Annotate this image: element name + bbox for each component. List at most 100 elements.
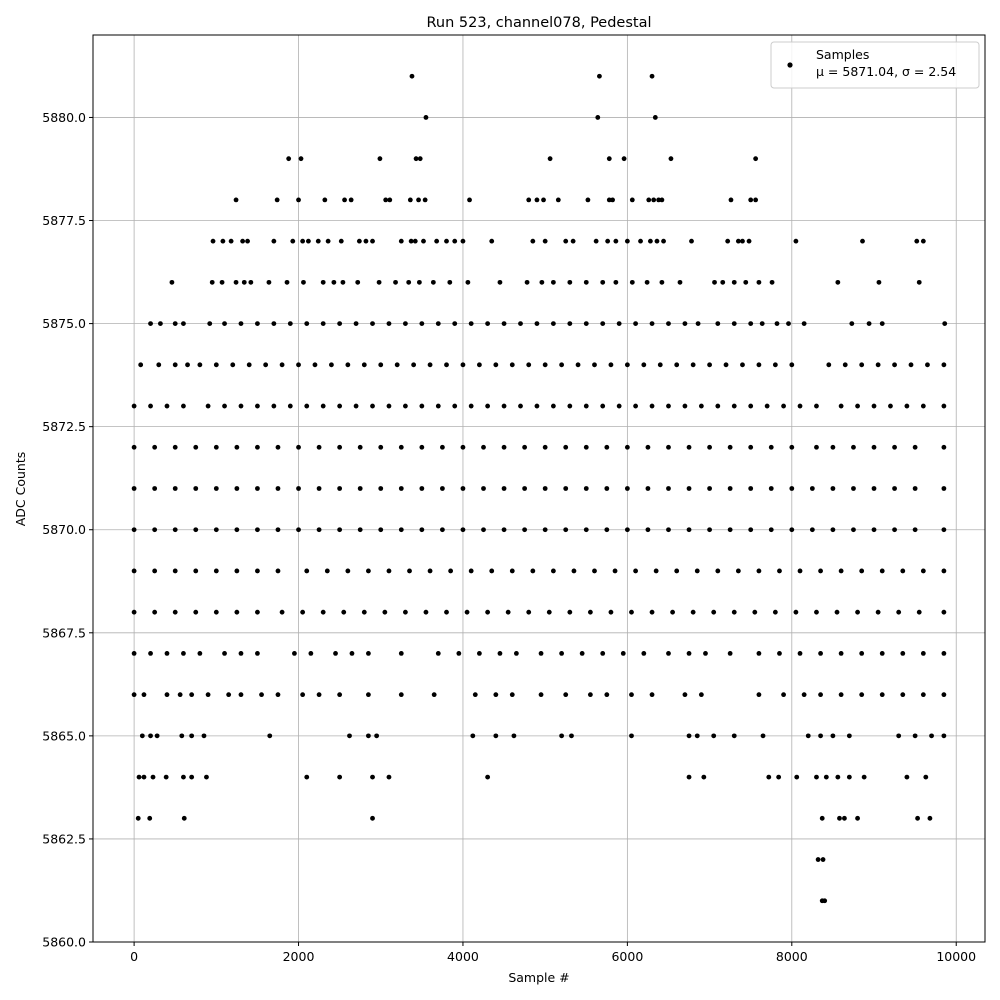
data-point	[686, 774, 692, 780]
data-point	[275, 527, 281, 533]
data-point	[686, 527, 692, 533]
data-point	[559, 651, 565, 656]
data-point	[559, 733, 565, 739]
data-point	[394, 362, 400, 368]
data-point	[383, 197, 389, 203]
data-point	[304, 568, 310, 574]
data-point	[493, 362, 499, 368]
data-point	[419, 444, 425, 450]
data-point	[756, 279, 762, 285]
data-point	[559, 362, 565, 368]
data-point	[296, 444, 301, 450]
data-point	[633, 568, 638, 574]
data-point	[597, 73, 602, 79]
data-point	[613, 279, 619, 285]
data-point	[879, 321, 885, 326]
chart-title: Run 523, channel078, Pedestal	[426, 15, 651, 31]
data-point	[513, 651, 519, 656]
data-point	[925, 362, 930, 368]
legend: Samples μ = 5871.04, σ = 2.54	[770, 41, 980, 89]
legend-box	[770, 41, 980, 89]
data-point	[659, 197, 665, 203]
data-point	[255, 527, 260, 533]
data-point	[361, 609, 367, 615]
data-point	[316, 486, 322, 491]
data-point	[230, 362, 236, 368]
data-point	[205, 692, 211, 698]
data-point	[275, 568, 281, 574]
data-point	[701, 774, 707, 780]
data-point	[393, 279, 398, 285]
data-point	[279, 609, 285, 615]
data-point	[941, 486, 947, 491]
data-point	[707, 527, 712, 533]
data-point	[941, 733, 947, 739]
data-point	[452, 321, 458, 326]
data-point	[340, 279, 346, 285]
data-point	[789, 486, 795, 491]
data-point	[633, 321, 638, 326]
data-point	[139, 733, 145, 739]
data-point	[707, 486, 712, 491]
data-point	[541, 197, 546, 203]
data-point	[530, 238, 536, 244]
data-point	[296, 362, 301, 368]
data-point	[398, 486, 404, 491]
data-point	[197, 362, 203, 368]
data-point	[567, 403, 573, 409]
data-point	[522, 444, 528, 450]
x-tick-label: 4000	[447, 949, 479, 964]
data-point	[337, 403, 343, 409]
data-point	[347, 733, 352, 739]
data-point	[727, 651, 733, 656]
data-point	[189, 692, 195, 698]
data-point	[645, 527, 651, 533]
y-tick-label: 5865.0	[42, 728, 86, 743]
data-point	[592, 362, 597, 368]
data-point	[830, 486, 836, 491]
data-point	[759, 321, 765, 326]
data-point	[715, 321, 721, 326]
data-point	[263, 362, 269, 368]
data-point	[485, 403, 491, 409]
data-point	[357, 527, 363, 533]
data-point	[547, 156, 553, 162]
data-point	[690, 609, 696, 615]
data-point	[613, 238, 619, 244]
data-point	[304, 774, 310, 780]
data-point	[769, 279, 775, 285]
data-point	[370, 774, 375, 780]
data-point	[279, 362, 285, 368]
data-point	[646, 197, 652, 203]
data-point	[766, 774, 772, 780]
data-point	[753, 197, 759, 203]
data-point	[158, 321, 163, 326]
data-point	[818, 568, 823, 574]
y-axis-label: ADC Counts	[13, 452, 28, 527]
data-point	[550, 403, 556, 409]
data-point	[585, 197, 591, 203]
data-point	[387, 197, 393, 203]
data-point	[465, 279, 471, 285]
data-point	[876, 279, 882, 285]
data-point	[156, 362, 162, 368]
data-point	[213, 444, 219, 450]
data-points	[131, 73, 948, 904]
data-point	[652, 115, 658, 120]
data-point	[300, 692, 306, 698]
data-point	[255, 403, 260, 409]
data-point	[731, 279, 737, 285]
data-point	[851, 527, 856, 533]
data-point	[570, 238, 576, 244]
data-point	[141, 692, 147, 698]
data-point	[689, 238, 694, 244]
data-point	[460, 362, 466, 368]
data-point	[481, 444, 486, 450]
data-point	[138, 362, 144, 368]
data-point	[284, 279, 290, 285]
data-point	[493, 733, 499, 739]
data-point	[707, 362, 712, 368]
data-point	[674, 362, 680, 368]
data-point	[234, 444, 240, 450]
